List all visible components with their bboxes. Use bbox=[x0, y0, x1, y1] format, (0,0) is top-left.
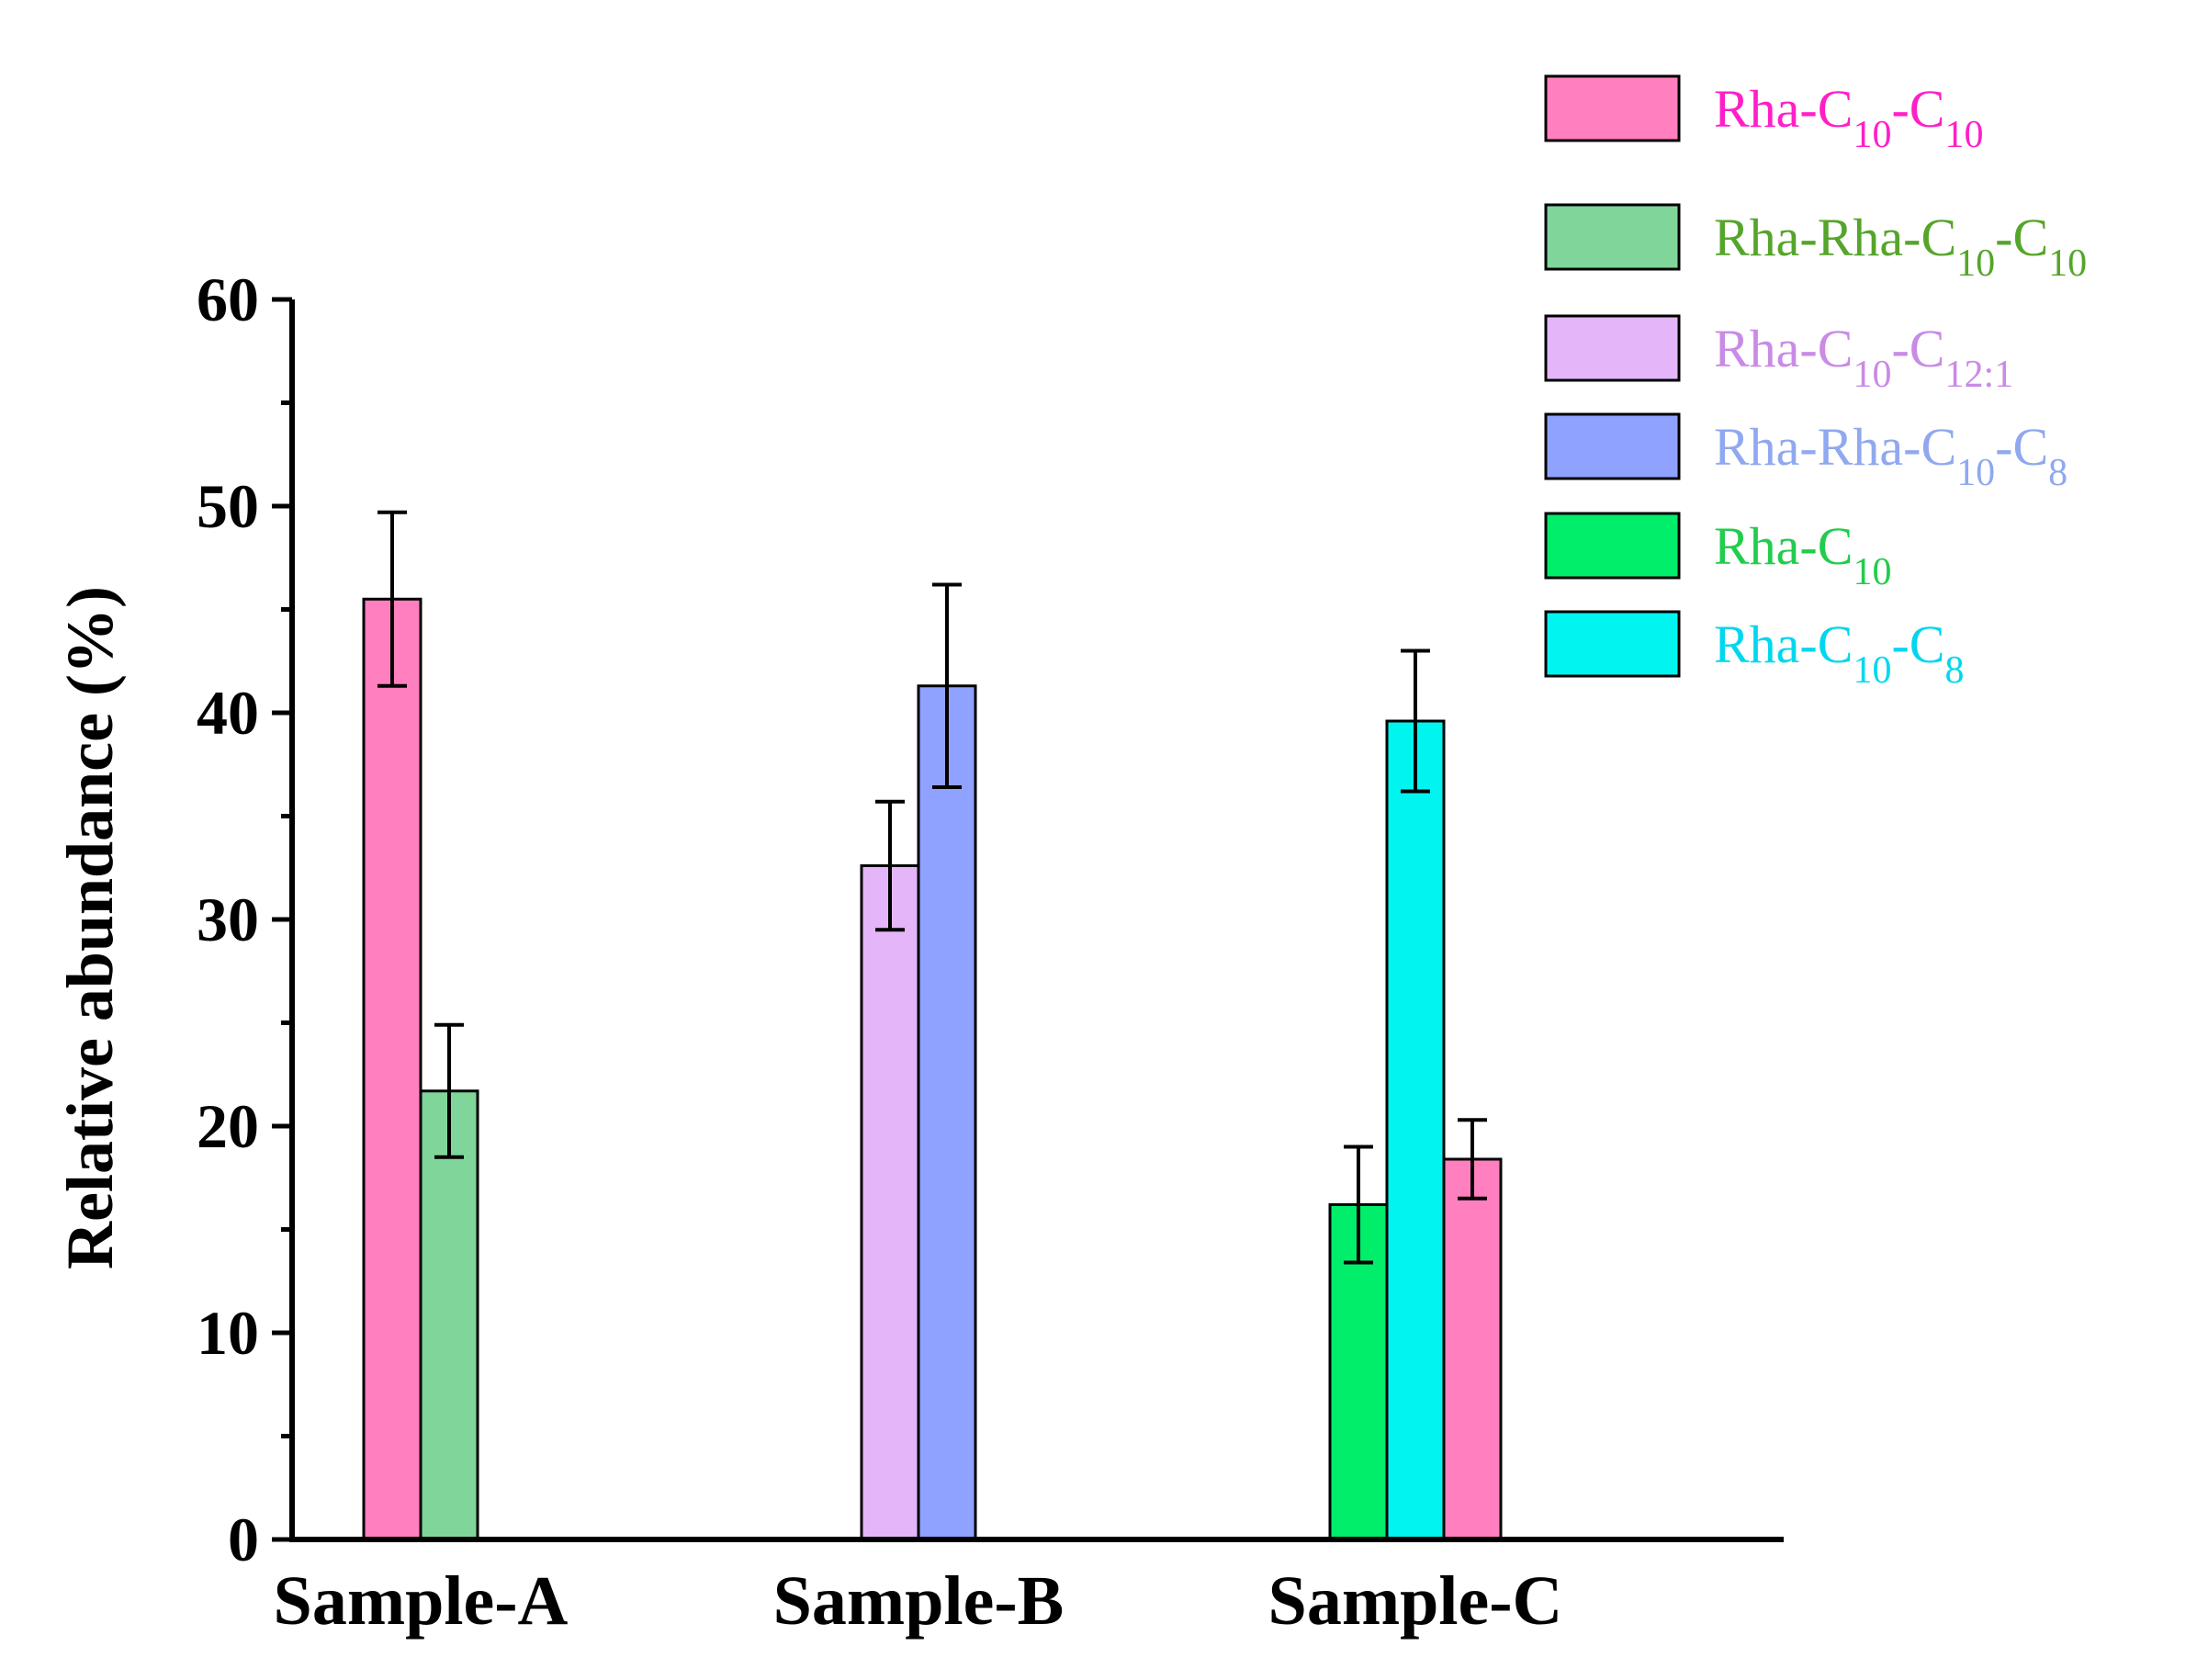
y-tick-label-10: 10 bbox=[197, 1298, 259, 1368]
bars-layer bbox=[362, 510, 1503, 1541]
legend-item-rha-rha-c10-c8-swatch bbox=[1544, 412, 1681, 480]
bar-sample-b-rha-rha-c10-c8 bbox=[917, 684, 977, 1541]
y-tick-label-0: 0 bbox=[228, 1505, 259, 1574]
y-tick-label-20: 20 bbox=[197, 1091, 259, 1161]
legend: Rha-C10-C10 Rha-Rha-C10-C10 Rha-C10-C12:1 R… bbox=[1544, 74, 2087, 692]
legend-item-rha-rha-c10-c10-label: Rha-Rha-C10-C10 bbox=[1714, 208, 2087, 285]
y-tick-label-60: 60 bbox=[197, 265, 259, 334]
bar-sample-a-rha-c10-c10 bbox=[362, 597, 422, 1541]
legend-item-rha-c10-c12-1-label: Rha-C10-C12:1 bbox=[1714, 319, 2013, 396]
legend-item-rha-c10-c12-1-swatch bbox=[1544, 314, 1681, 382]
y-tick-label-40: 40 bbox=[197, 678, 259, 748]
x-tick-label-sample-a: Sample-A bbox=[274, 1562, 569, 1640]
legend-item-rha-rha-c10-c10: Rha-Rha-C10-C10 bbox=[1544, 203, 2087, 285]
bar-sample-a-rha-rha-c10-c10 bbox=[419, 1089, 479, 1541]
legend-item-rha-c10-c8-swatch bbox=[1544, 610, 1681, 678]
legend-item-rha-c10-c10: Rha-C10-C10 bbox=[1544, 74, 1983, 156]
legend-item-rha-rha-c10-c8: Rha-Rha-C10-C8 bbox=[1544, 412, 2067, 494]
y-tick-label-50: 50 bbox=[197, 471, 259, 541]
legend-item-rha-c10: Rha-C10 bbox=[1544, 512, 1891, 593]
legend-item-rha-c10-label: Rha-C10 bbox=[1714, 516, 1891, 593]
bar-sample-c-rha-c10-c10 bbox=[1442, 1157, 1503, 1541]
x-tick-label-sample-b: Sample-B bbox=[773, 1562, 1065, 1640]
legend-item-rha-c10-c8-label: Rha-C10-C8 bbox=[1714, 614, 1964, 692]
legend-item-rha-rha-c10-c10-swatch bbox=[1544, 203, 1681, 271]
y-tick-label-30: 30 bbox=[197, 885, 259, 954]
axes-layer: 0 10 20 30 40 50 60 Sample-A Sample-B Sample-C bbox=[197, 265, 1784, 1640]
legend-item-rha-c10-c10-swatch bbox=[1544, 74, 1681, 142]
legend-item-rha-c10-swatch bbox=[1544, 512, 1681, 580]
bar-sample-c-rha-c10-c8 bbox=[1385, 719, 1446, 1541]
legend-item-rha-rha-c10-c8-label: Rha-Rha-C10-C8 bbox=[1714, 417, 2067, 494]
legend-item-rha-c10-c10-label: Rha-C10-C10 bbox=[1714, 79, 1983, 156]
x-tick-label-sample-c: Sample-C bbox=[1268, 1562, 1563, 1640]
y-axis-title: Relative abundance (%) bbox=[53, 586, 127, 1269]
legend-item-rha-c10-c12-1: Rha-C10-C12:1 bbox=[1544, 314, 2013, 396]
bar-sample-b-rha-c10-c12-1 bbox=[860, 864, 920, 1541]
legend-item-rha-c10-c8: Rha-C10-C8 bbox=[1544, 610, 1964, 692]
